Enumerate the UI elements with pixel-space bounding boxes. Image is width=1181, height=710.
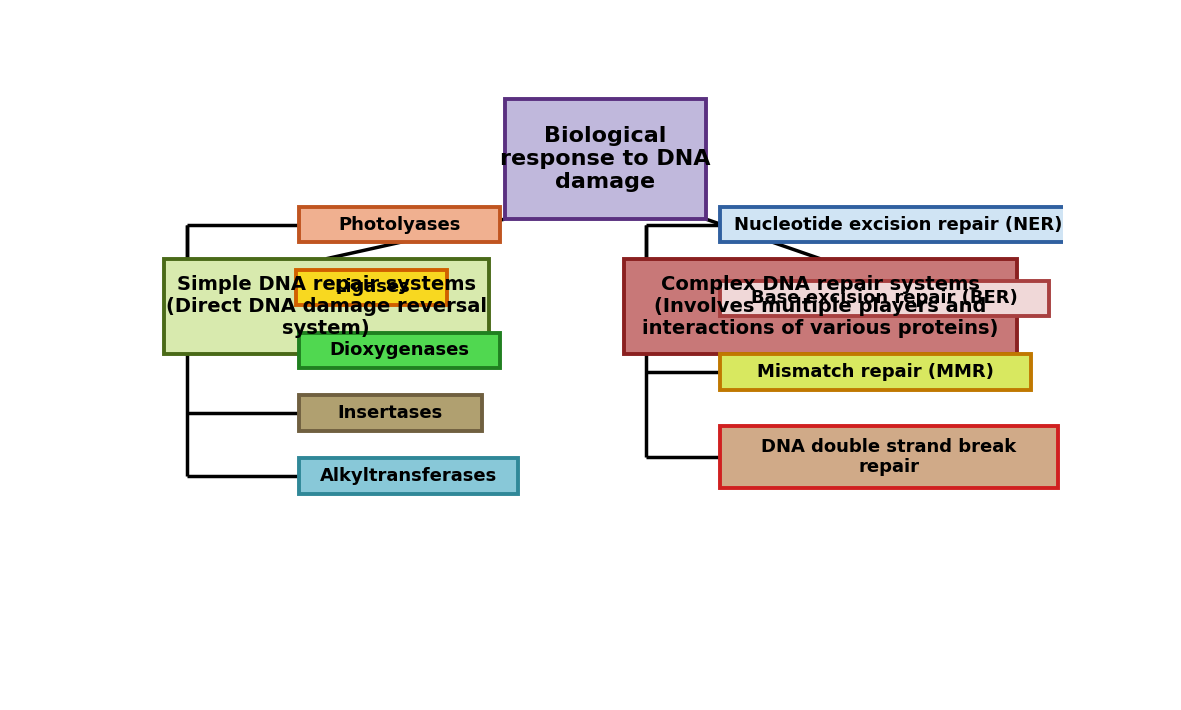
- FancyBboxPatch shape: [624, 258, 1017, 354]
- FancyBboxPatch shape: [164, 258, 489, 354]
- Text: Photolyases: Photolyases: [338, 216, 461, 234]
- FancyBboxPatch shape: [299, 395, 482, 431]
- Text: Insertases: Insertases: [338, 404, 443, 422]
- FancyBboxPatch shape: [299, 207, 500, 242]
- Text: Base excision repair (BER): Base excision repair (BER): [751, 290, 1018, 307]
- FancyBboxPatch shape: [719, 425, 1058, 488]
- FancyBboxPatch shape: [719, 207, 1077, 242]
- Text: Dioxygenases: Dioxygenases: [329, 342, 469, 359]
- Text: Ligases: Ligases: [334, 278, 410, 297]
- Text: Nucleotide excision repair (NER): Nucleotide excision repair (NER): [733, 216, 1063, 234]
- FancyBboxPatch shape: [504, 99, 706, 219]
- Text: Biological
response to DNA
damage: Biological response to DNA damage: [500, 126, 711, 192]
- FancyBboxPatch shape: [719, 354, 1031, 390]
- Text: Mismatch repair (MMR): Mismatch repair (MMR): [757, 364, 993, 381]
- Text: DNA double strand break
repair: DNA double strand break repair: [762, 437, 1017, 476]
- Text: Alkyltransferases: Alkyltransferases: [320, 467, 497, 485]
- Text: Simple DNA repair systems
(Direct DNA damage reversal
system): Simple DNA repair systems (Direct DNA da…: [165, 275, 487, 338]
- FancyBboxPatch shape: [299, 459, 518, 494]
- Text: Complex DNA repair systems
(Involves multiple players and
interactions of variou: Complex DNA repair systems (Involves mul…: [642, 275, 999, 338]
- FancyBboxPatch shape: [296, 270, 448, 305]
- FancyBboxPatch shape: [719, 280, 1049, 316]
- FancyBboxPatch shape: [299, 332, 500, 368]
